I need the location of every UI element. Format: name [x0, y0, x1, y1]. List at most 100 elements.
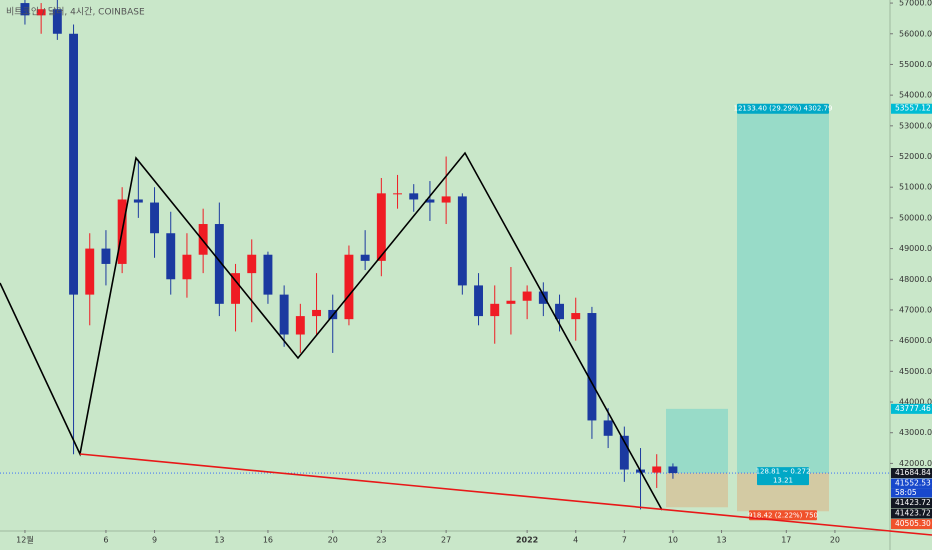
candle-body	[587, 313, 597, 421]
drawing-tools: 12133.40 (29.29%) 4302.79 128.81 ~ 0.2721…	[0, 103, 890, 521]
candle-body	[393, 193, 402, 195]
x-tick-label: 6	[103, 536, 108, 545]
y-tick-label: 50000.00	[899, 213, 932, 222]
price-label-box	[891, 478, 932, 489]
y-tick-label: 49000.00	[899, 244, 932, 253]
candle-body	[409, 193, 419, 200]
candle-body	[441, 196, 451, 203]
tool-label: 918.42 (2.22%) 750	[748, 511, 818, 519]
candle-body	[603, 420, 613, 436]
y-tick-label: 46000.00	[899, 336, 932, 345]
stop-zone-small	[666, 473, 728, 508]
price-label: 41684.84	[895, 468, 931, 477]
candle-body	[425, 199, 435, 203]
price-label: 41552.53	[895, 479, 931, 488]
candle-body	[571, 313, 581, 320]
x-tick-label: 4	[573, 536, 578, 545]
price-label-box	[891, 498, 932, 509]
price-label-box	[891, 508, 932, 519]
y-tick-label: 57000.00	[899, 0, 932, 8]
x-tick-label: 20	[830, 536, 840, 545]
x-tick-label: 27	[441, 536, 451, 545]
y-tick-label: 55000.00	[899, 60, 932, 69]
y-tick-label: 51000.00	[899, 183, 932, 192]
candle-body	[538, 291, 548, 304]
price-label-box	[891, 103, 932, 114]
candle-body	[133, 199, 143, 203]
target-zone	[737, 108, 829, 474]
x-tick-label: 12월	[16, 535, 34, 545]
countdown: 58:05	[895, 488, 917, 497]
countdown-box	[891, 488, 932, 498]
price-label: 40505.30	[895, 519, 931, 528]
candle-body	[360, 254, 370, 261]
candle-body	[247, 254, 257, 274]
target-zone-small	[666, 408, 728, 474]
tool-label: 128.81 ~ 0.272	[756, 468, 811, 476]
y-tick-label: 56000.00	[899, 29, 932, 38]
candle-body	[376, 193, 386, 261]
price-label: 43777.46	[895, 404, 931, 413]
price-label-box	[891, 519, 932, 530]
tool-label-box	[757, 467, 809, 486]
candle-body	[344, 254, 354, 320]
candle-body	[474, 285, 483, 317]
y-tick-label: 52000.00	[899, 152, 932, 161]
price-label: 41423.72	[895, 498, 931, 507]
tool-label: 12133.40 (29.29%) 4302.79	[734, 105, 833, 113]
x-tick-label: 13	[214, 536, 224, 545]
candle-body	[279, 294, 289, 335]
candle-body	[506, 300, 516, 304]
candle-body	[182, 254, 192, 280]
tool-label-box	[737, 103, 829, 114]
candle-body	[198, 224, 208, 255]
x-tick-label: 23	[376, 536, 386, 545]
trend-line	[79, 453, 932, 536]
candle-body	[555, 303, 564, 320]
y-tick-label: 47000.00	[899, 305, 932, 314]
candle-body	[295, 316, 305, 335]
candle-body	[150, 202, 159, 234]
x-tick-label: 16	[263, 536, 273, 545]
y-tick-label: 42000.00	[899, 459, 932, 468]
candle-body	[101, 248, 111, 264]
y-tick-label: 53000.00	[899, 121, 932, 130]
y-tick-label: 45000.00	[899, 367, 932, 376]
axis: 42000.00 43000.00 44000.00 45000.00 46000.00…	[16, 0, 932, 545]
candle-body	[457, 196, 467, 286]
y-tick-label: 48000.00	[899, 275, 932, 284]
zigzag-line	[0, 151, 663, 511]
tool-label-box	[749, 510, 817, 521]
y-tick-label: 54000.00	[899, 91, 932, 100]
price-label: 53557.12	[895, 104, 931, 113]
price-label-box	[891, 403, 932, 414]
x-tick-label: 2022	[516, 536, 538, 545]
candle-body	[69, 33, 79, 295]
candle-body	[619, 435, 629, 470]
candle-body	[312, 309, 321, 317]
candle-body	[166, 233, 176, 280]
x-tick-label: 10	[668, 536, 678, 545]
y-tick-label: 44000.00	[899, 398, 932, 407]
price-label: 41423.72	[895, 509, 931, 518]
chart-title: 비트코인 / 달러, 4시간, COINBASE	[6, 6, 145, 18]
candle-body	[231, 273, 240, 304]
price-label-box	[891, 468, 932, 479]
candle-body	[85, 248, 95, 295]
candle-body	[522, 291, 532, 301]
x-tick-label: 7	[622, 536, 627, 545]
candle-body	[668, 466, 678, 474]
y-tick-label: 43000.00	[899, 428, 932, 437]
x-tick-label: 13	[716, 536, 726, 545]
candle-body	[36, 9, 46, 16]
x-tick-label: 17	[781, 536, 791, 545]
candle-body	[214, 224, 224, 304]
x-tick-label: 20	[328, 536, 338, 545]
candle-body	[20, 3, 30, 16]
candle-body	[652, 466, 662, 473]
x-tick-label: 9	[152, 536, 157, 545]
tool-label: 13.21	[773, 477, 793, 485]
candle-body	[52, 9, 62, 34]
